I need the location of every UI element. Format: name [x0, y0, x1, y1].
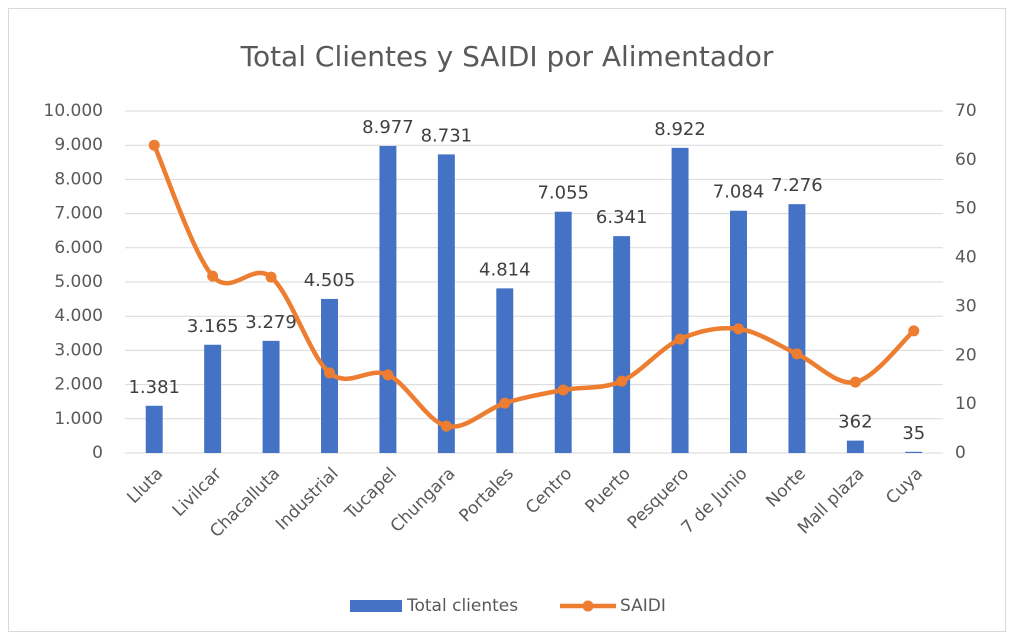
bar — [613, 236, 631, 453]
line-marker — [499, 397, 511, 409]
value-label: 7.276 — [771, 175, 823, 196]
legend-swatch — [350, 600, 402, 612]
y2-tick-label: 30 — [955, 296, 977, 316]
y2-tick-label: 20 — [955, 345, 977, 365]
y-tick-label: 8.000 — [54, 169, 103, 189]
value-label: 4.505 — [304, 270, 356, 291]
line-marker — [849, 376, 861, 388]
y2-tick-label: 70 — [955, 101, 977, 121]
line-marker — [791, 348, 803, 360]
bar — [905, 451, 923, 453]
line-marker — [148, 139, 160, 151]
bar — [262, 340, 280, 453]
chart-title: Total Clientes y SAIDI por Alimentador — [240, 40, 774, 73]
value-label: 1.381 — [128, 377, 180, 398]
line-marker — [616, 375, 628, 387]
y2-tick-label: 50 — [955, 199, 977, 219]
y-tick-label: 3.000 — [54, 340, 103, 360]
line-marker — [324, 367, 335, 379]
line-marker — [265, 271, 277, 283]
y-tick-label: 4.000 — [54, 306, 103, 326]
value-label: 3.279 — [245, 312, 297, 333]
bar — [437, 154, 455, 454]
y2-tick-label: 40 — [955, 248, 977, 268]
value-label: 362 — [838, 412, 872, 433]
line-marker — [908, 325, 920, 337]
y-tick-label: 1.000 — [54, 409, 103, 429]
y2-tick-label: 0 — [955, 443, 966, 463]
y-tick-label: 9.000 — [54, 135, 103, 155]
value-label: 8.922 — [654, 119, 706, 140]
value-label: 8.731 — [421, 125, 473, 146]
bar — [788, 204, 806, 453]
value-label: 7.084 — [713, 182, 765, 203]
bar — [846, 440, 864, 453]
line-marker — [733, 323, 744, 335]
legend-swatch-marker — [582, 600, 594, 612]
value-label: 8.977 — [362, 117, 414, 138]
bar — [554, 211, 572, 453]
y-tick-label: 0 — [92, 443, 103, 463]
value-label: 35 — [902, 423, 925, 444]
line-marker — [674, 333, 686, 345]
line-marker — [207, 270, 219, 282]
y-tick-label: 5.000 — [54, 272, 103, 292]
value-label: 4.814 — [479, 259, 531, 280]
bar — [145, 405, 163, 453]
value-label: 3.165 — [187, 316, 239, 337]
y-tick-label: 2.000 — [54, 375, 103, 395]
line-marker — [440, 420, 452, 432]
y2-tick-label: 60 — [955, 150, 977, 170]
y-tick-label: 7.000 — [54, 204, 103, 224]
line-marker — [382, 369, 394, 381]
y-tick-label: 10.000 — [44, 101, 103, 121]
bar — [496, 288, 514, 453]
y-tick-label: 6.000 — [54, 238, 103, 258]
value-label: 6.341 — [596, 207, 648, 228]
bar — [671, 147, 689, 453]
value-label: 7.055 — [537, 183, 589, 204]
legend-label: Total clientes — [406, 596, 518, 616]
y2-tick-label: 10 — [955, 394, 977, 414]
bar — [379, 145, 397, 453]
line-marker — [557, 384, 569, 396]
bar — [204, 344, 222, 453]
legend-label: SAIDI — [620, 596, 666, 616]
